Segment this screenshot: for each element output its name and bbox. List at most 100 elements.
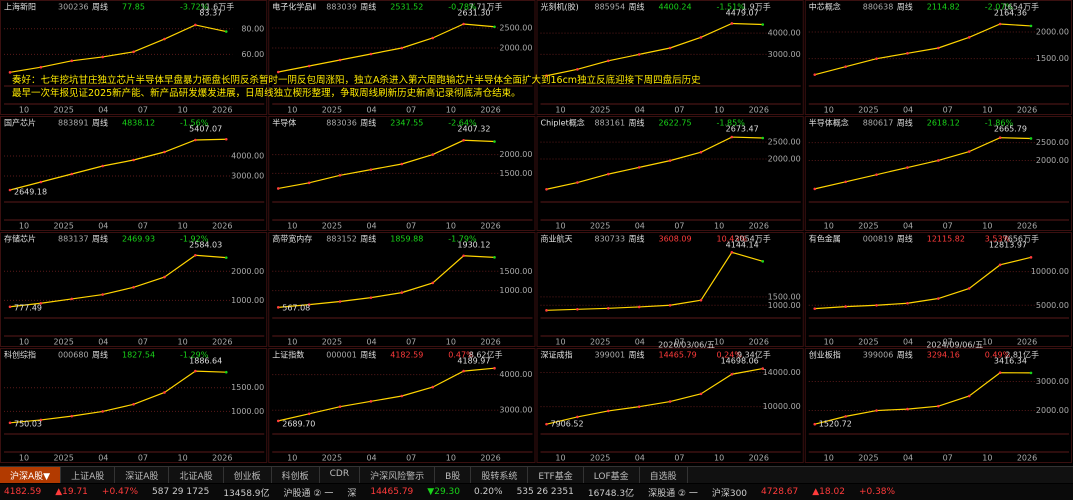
y-tick-label: 4000.00 bbox=[231, 152, 264, 161]
price-point bbox=[163, 150, 166, 154]
x-tick-label: 2025 bbox=[53, 222, 73, 231]
panel-code: 883891 bbox=[58, 119, 89, 128]
price-line bbox=[546, 22, 763, 77]
tab[interactable]: 北证A股 bbox=[169, 467, 224, 483]
panel-code: 883039 bbox=[326, 3, 357, 12]
price-point bbox=[224, 137, 228, 141]
high-label: 2673.47 bbox=[726, 125, 759, 134]
price-point bbox=[369, 52, 373, 56]
panel-frame bbox=[536, 116, 804, 231]
x-tick-label: 10 bbox=[982, 338, 992, 347]
price-point bbox=[875, 303, 878, 307]
x-tick-label: 10 bbox=[982, 222, 992, 231]
tab[interactable]: 沪深风险警示 bbox=[360, 467, 436, 483]
price-point bbox=[875, 409, 878, 412]
panel: 创业板指 399006 周线 3294.16 0.49%2.81亿手 2000.00 300… bbox=[804, 348, 1072, 463]
x-tick-label: 2026 bbox=[1017, 454, 1037, 463]
panel: 上证指数 000001 周线 4182.59 0.47%8.62亿手 3000.00 400… bbox=[268, 348, 536, 463]
y-tick-label: 3000.00 bbox=[499, 406, 532, 415]
panel-name: 国产芯片 bbox=[4, 118, 36, 128]
panel: 高带宽内存 883152 周线 1859.88 -1.79% 1000.00 1500.00… bbox=[268, 232, 536, 347]
x-tick-label: 10 bbox=[824, 106, 834, 115]
x-tick-label: 07 bbox=[138, 222, 148, 231]
tab[interactable]: 自选股 bbox=[640, 467, 688, 483]
panel-change: -1.92% bbox=[180, 235, 209, 244]
x-tick-label: 10 bbox=[178, 222, 188, 231]
panel-name: 中芯概念 bbox=[809, 2, 841, 12]
status-item: 4182.59 bbox=[4, 487, 42, 497]
x-tick-label: 04 bbox=[98, 106, 108, 115]
price-point bbox=[998, 371, 1002, 375]
x-tick-label: 07 bbox=[674, 222, 684, 231]
price-point bbox=[813, 307, 817, 310]
high-label: 1930.12 bbox=[457, 241, 490, 250]
price-point bbox=[937, 297, 940, 300]
x-tick-label: 07 bbox=[138, 106, 148, 115]
x-tick-label: 07 bbox=[943, 338, 953, 347]
panel-period: 周线 bbox=[629, 118, 645, 128]
price-point bbox=[761, 367, 765, 370]
price-point bbox=[937, 404, 940, 408]
low-label: 777.49 bbox=[14, 304, 42, 313]
high-label: 2164.36 bbox=[994, 9, 1027, 18]
x-tick-label: 10 bbox=[555, 338, 565, 347]
price-point bbox=[276, 187, 280, 190]
price-point bbox=[431, 36, 435, 40]
panel-change: 0.49% bbox=[985, 351, 1011, 360]
date-label: 2024/09/06/五 bbox=[926, 341, 983, 350]
tab[interactable]: 科创板 bbox=[272, 467, 320, 483]
price-point bbox=[813, 73, 817, 76]
panel-period: 周线 bbox=[92, 2, 108, 12]
price-point bbox=[545, 422, 548, 426]
price-point bbox=[101, 410, 104, 413]
price-point bbox=[998, 22, 1002, 26]
price-point bbox=[493, 25, 496, 29]
price-point bbox=[8, 305, 12, 309]
price-point bbox=[400, 46, 404, 50]
status-item: 0.20% bbox=[473, 487, 503, 497]
panel-change: -2.64% bbox=[448, 119, 477, 128]
status-item: 13458.9亿 bbox=[223, 488, 270, 499]
panel-code: 399001 bbox=[595, 351, 626, 360]
panel-volume: 1654万手 bbox=[1003, 2, 1039, 12]
panel-name: 高带宽内存 bbox=[272, 234, 312, 244]
panel-volume: 2054万手 bbox=[734, 234, 770, 244]
tab[interactable]: CDR bbox=[320, 467, 361, 483]
panel-code: 830733 bbox=[595, 235, 626, 244]
tab[interactable]: 创业板 bbox=[224, 467, 272, 483]
price-point bbox=[101, 164, 104, 168]
price-point bbox=[730, 251, 734, 254]
panel-code: 883137 bbox=[58, 235, 89, 244]
x-tick-label: 10 bbox=[824, 222, 834, 231]
x-tick-label: 04 bbox=[903, 338, 913, 347]
price-point bbox=[462, 369, 465, 373]
price-point bbox=[101, 55, 104, 59]
tab[interactable]: B股 bbox=[435, 467, 472, 483]
panel-volume: 9.34亿手 bbox=[737, 350, 771, 360]
price-point bbox=[1029, 137, 1033, 140]
x-tick-label: 07 bbox=[674, 106, 684, 115]
tab[interactable]: 股转系统 bbox=[471, 467, 529, 483]
tab[interactable]: ETF基金 bbox=[528, 467, 584, 483]
tab[interactable]: 上证A股 bbox=[61, 467, 116, 483]
tab[interactable]: 深证A股 bbox=[115, 467, 170, 483]
x-tick-label: 10 bbox=[287, 338, 297, 347]
tab[interactable]: 沪深A股▼ bbox=[0, 467, 62, 483]
price-point bbox=[224, 30, 228, 33]
tab[interactable]: LOF基金 bbox=[584, 467, 640, 483]
panel-period: 周线 bbox=[629, 2, 645, 12]
price-point bbox=[637, 53, 641, 56]
x-tick-label: 2026 bbox=[212, 454, 232, 463]
status-item: 16748.3亿 bbox=[587, 488, 635, 499]
y-tick-label: 2000.00 bbox=[1036, 406, 1069, 415]
price-point bbox=[967, 287, 971, 290]
x-tick-label: 10 bbox=[446, 338, 456, 347]
high-label: 2631.30 bbox=[457, 9, 490, 18]
high-label: 14698.06 bbox=[721, 357, 759, 366]
price-point bbox=[1029, 371, 1033, 375]
status-item: ▲19.71 bbox=[55, 487, 88, 497]
panel-period: 周线 bbox=[92, 350, 108, 360]
panel-price: 4400.24 bbox=[659, 3, 692, 12]
panel-price: 4838.12 bbox=[122, 119, 155, 128]
panel-code: 000001 bbox=[326, 351, 357, 360]
